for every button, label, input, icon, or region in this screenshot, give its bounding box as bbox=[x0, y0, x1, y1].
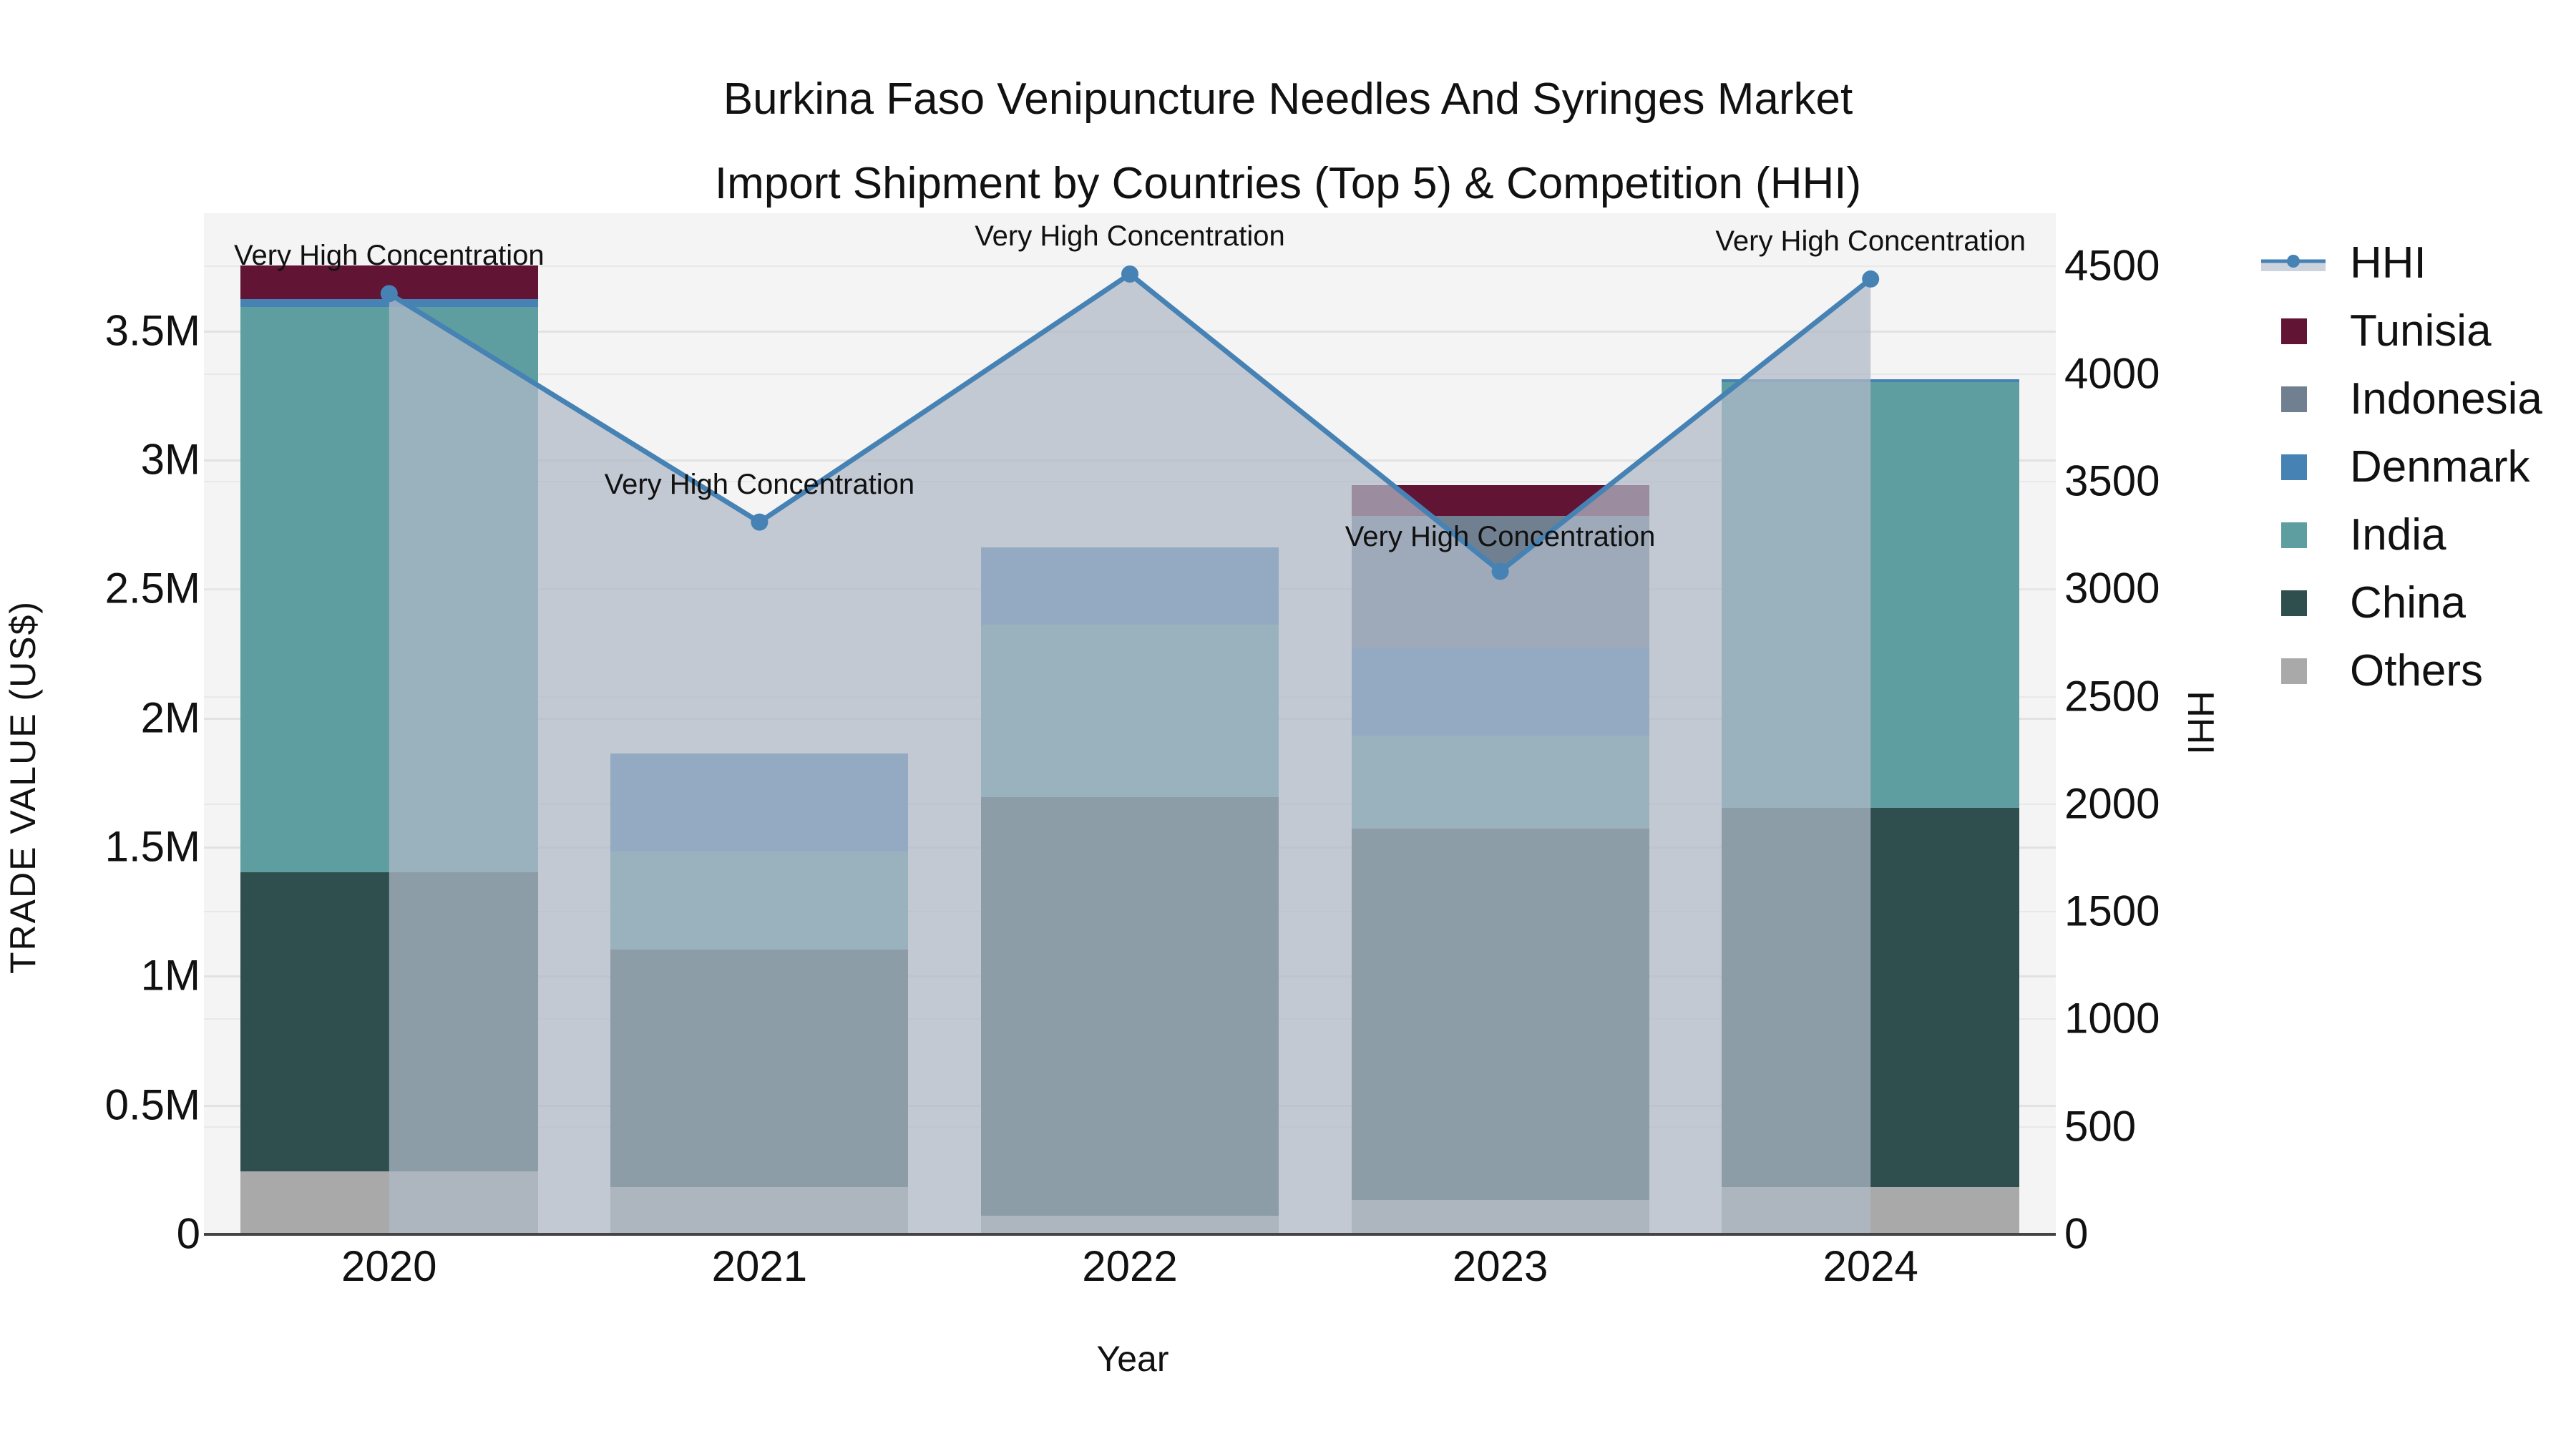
y-right-tick: 2500 bbox=[2064, 672, 2160, 720]
y-right-tick: 2000 bbox=[2064, 779, 2160, 828]
legend-swatch-icon bbox=[2281, 454, 2307, 480]
bar-segment-denmark[interactable] bbox=[240, 299, 538, 308]
hhi-area-fill bbox=[389, 274, 1871, 1234]
x-tick: 2020 bbox=[341, 1242, 437, 1290]
legend-label: Indonesia bbox=[2350, 374, 2542, 424]
legend-swatch-icon bbox=[2281, 318, 2307, 344]
legend-label: Denmark bbox=[2350, 442, 2530, 492]
legend-label: China bbox=[2350, 578, 2466, 628]
chart-title-line1: Burkina Faso Venipuncture Needles And Sy… bbox=[723, 74, 1853, 124]
y-left-tick: 2.5M bbox=[104, 564, 200, 613]
legend-item-indonesia[interactable]: Indonesia bbox=[2261, 365, 2542, 433]
y-right-tick: 1500 bbox=[2064, 887, 2160, 935]
legend: HHI Tunisia Indonesia Denmark India China Othe… bbox=[2261, 229, 2542, 705]
y-left-tick: 1.5M bbox=[104, 822, 200, 871]
y-left-tick: 0 bbox=[176, 1209, 200, 1258]
annotation-2022: Very High Concentration bbox=[975, 220, 1285, 253]
x-axis-label: Year bbox=[1096, 1339, 1169, 1379]
x-axis-line bbox=[204, 1233, 2056, 1236]
y-left-tick: 0.5M bbox=[104, 1080, 200, 1129]
y-right-tick: 0 bbox=[2064, 1209, 2089, 1258]
y-right-tick: 4500 bbox=[2064, 241, 2160, 290]
legend-label: HHI bbox=[2350, 238, 2426, 288]
hhi-point bbox=[1862, 270, 1880, 288]
legend-swatch-icon bbox=[2281, 590, 2307, 616]
hhi-point bbox=[751, 513, 769, 531]
x-tick: 2022 bbox=[1082, 1242, 1178, 1290]
legend-item-denmark[interactable]: Denmark bbox=[2261, 433, 2542, 501]
y-right-tick: 3500 bbox=[2064, 457, 2160, 505]
legend-item-tunisia[interactable]: Tunisia bbox=[2261, 297, 2542, 365]
y-right-tick: 4000 bbox=[2064, 349, 2160, 398]
legend-line-marker-icon bbox=[2261, 253, 2326, 274]
annotation-2021: Very High Concentration bbox=[604, 468, 915, 500]
annotation-2024: Very High Concentration bbox=[1715, 225, 2026, 257]
y-right-tick: 1000 bbox=[2064, 994, 2160, 1043]
legend-item-others[interactable]: Others bbox=[2261, 637, 2542, 705]
chart-title-line2: Import Shipment by Countries (Top 5) & C… bbox=[714, 159, 1862, 208]
legend-label: India bbox=[2350, 510, 2446, 560]
x-tick: 2023 bbox=[1452, 1242, 1548, 1290]
y-left-tick: 3.5M bbox=[104, 306, 200, 355]
y-left-tick: 3M bbox=[140, 435, 200, 484]
legend-label: Tunisia bbox=[2350, 306, 2492, 356]
annotation-2020: Very High Concentration bbox=[234, 240, 545, 272]
y-right-axis-label: HHI bbox=[2180, 691, 2221, 755]
legend-swatch-icon bbox=[2281, 522, 2307, 548]
y-right-tick: 500 bbox=[2064, 1102, 2137, 1151]
hhi-area-fill bbox=[389, 274, 1871, 1234]
legend-item-india[interactable]: India bbox=[2261, 501, 2542, 569]
x-tick: 2024 bbox=[1823, 1242, 1918, 1290]
y-left-tick: 2M bbox=[140, 693, 200, 742]
legend-swatch-icon bbox=[2281, 386, 2307, 412]
legend-item-china[interactable]: China bbox=[2261, 569, 2542, 637]
legend-label: Others bbox=[2350, 646, 2484, 696]
hhi-point bbox=[1491, 562, 1509, 580]
y-left-axis-label: TRADE VALUE (US$) bbox=[3, 600, 43, 975]
annotation-2023: Very High Concentration bbox=[1345, 521, 1656, 553]
hhi-line-chart bbox=[380, 265, 1880, 1234]
y-left-tick: 1M bbox=[140, 951, 200, 1000]
chart-title: Burkina Faso Venipuncture Needles And Sy… bbox=[0, 57, 2576, 226]
hhi-line-chart bbox=[389, 274, 1871, 1234]
legend-item-hhi[interactable]: HHI bbox=[2261, 229, 2542, 297]
hhi-point bbox=[1121, 265, 1138, 283]
hhi-point bbox=[380, 285, 398, 303]
x-tick: 2021 bbox=[711, 1242, 808, 1290]
y-right-tick: 3000 bbox=[2064, 564, 2160, 613]
legend-swatch-icon bbox=[2281, 658, 2307, 684]
plot-area bbox=[204, 213, 2056, 1236]
